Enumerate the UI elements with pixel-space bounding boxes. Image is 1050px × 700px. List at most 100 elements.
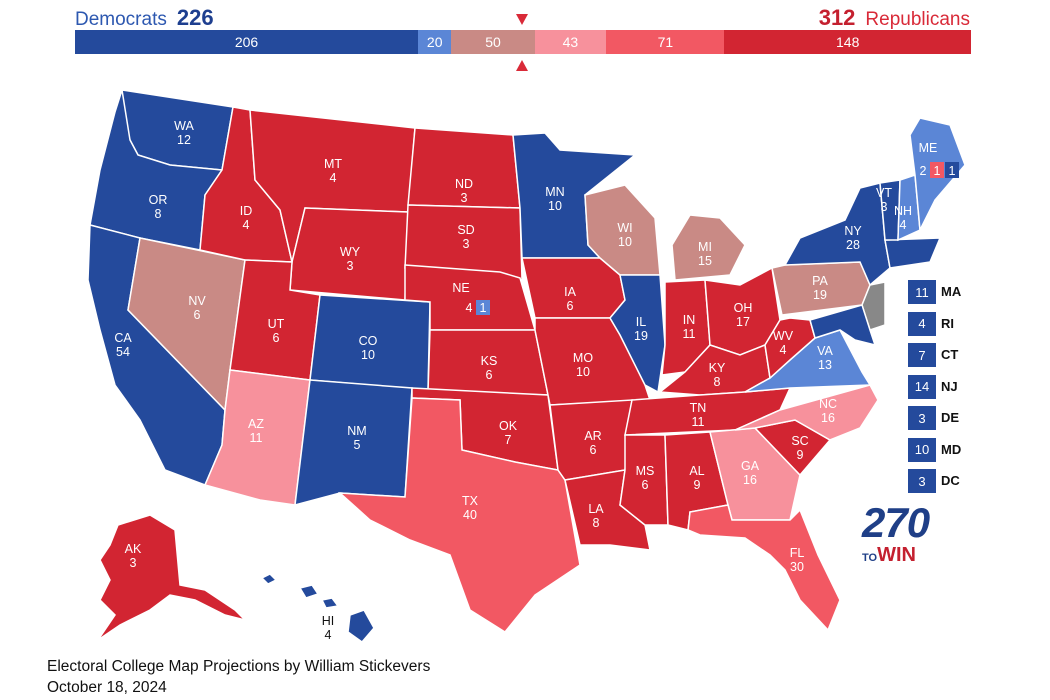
- state-fl[interactable]: [687, 504, 841, 632]
- state-wy[interactable]: [289, 207, 409, 301]
- state-ev-az: 11: [250, 431, 263, 445]
- democrats-total: Democrats 226: [75, 5, 214, 31]
- state-label-ks: KS: [481, 354, 498, 368]
- legend-ev-nj: 14: [908, 374, 936, 399]
- state-ev-al: 9: [694, 478, 701, 492]
- state-label-ak: AK: [125, 542, 142, 556]
- republicans-total: 312 Republicans: [819, 5, 970, 31]
- legend-abbr-nj: NJ: [941, 378, 958, 394]
- state-ev-sd: 3: [463, 237, 470, 251]
- ev-bar-segment-1: 20: [418, 30, 452, 54]
- state-label-ky: KY: [709, 361, 726, 375]
- state-ak[interactable]: [97, 514, 248, 641]
- legend-ev-ct: 7: [908, 343, 936, 367]
- state-tx[interactable]: [337, 397, 581, 633]
- state-label-al: AL: [689, 464, 704, 478]
- legend-abbr-ma: MA: [941, 284, 962, 299]
- state-ev-id: 4: [243, 218, 250, 232]
- republicans-ev-count: 312: [818, 5, 856, 30]
- state-nj[interactable]: [861, 281, 886, 331]
- state-label-fl: FL: [790, 546, 805, 560]
- state-label-mn: MN: [545, 185, 564, 199]
- state-ev-oh: 17: [736, 315, 750, 329]
- state-ev-ks: 6: [486, 368, 493, 382]
- state-md-de[interactable]: [809, 304, 877, 347]
- state-ev-fl: 30: [790, 560, 804, 574]
- legend-row-ct[interactable]: 7 CT: [908, 343, 968, 367]
- me-district-1-box: [930, 162, 944, 178]
- state-label-nc: NC: [819, 397, 837, 411]
- state-ev-in: 11: [683, 327, 696, 341]
- state-ev-me: 2: [920, 164, 927, 178]
- state-label-nv: NV: [188, 294, 206, 308]
- state-label-wv: WV: [773, 329, 794, 343]
- republicans-label: Republicans: [865, 9, 970, 30]
- state-ev-wi: 10: [618, 235, 632, 249]
- state-ev-ms: 6: [642, 478, 649, 492]
- state-label-ny: NY: [844, 224, 862, 238]
- state-nc[interactable]: [734, 384, 879, 441]
- state-label-ca: CA: [114, 331, 132, 345]
- legend-row-dc[interactable]: 3 DC: [908, 469, 968, 493]
- credit-line-1: Electoral College Map Projections by Wil…: [47, 658, 431, 675]
- state-label-vt: VT: [876, 186, 892, 200]
- state-ev-ok: 7: [505, 433, 512, 447]
- state-ev-ak: 3: [130, 556, 137, 570]
- legend-ev-de: 3: [908, 406, 936, 430]
- state-ev-mt: 4: [330, 171, 337, 185]
- state-label-va: VA: [817, 344, 833, 358]
- state-new-england-south[interactable]: [884, 237, 942, 269]
- legend-row-de[interactable]: 3 DE: [908, 406, 968, 430]
- logo-number: 270: [862, 499, 930, 546]
- state-ev-il: 19: [634, 329, 648, 343]
- legend-ev-ri: 4: [908, 311, 936, 336]
- state-label-me: ME: [919, 141, 938, 155]
- legend-abbr-ct: CT: [941, 347, 959, 362]
- state-label-hi: HI: [322, 614, 335, 628]
- credit: Electoral College Map Projections by Wil…: [47, 656, 430, 698]
- state-ev-nm: 5: [354, 438, 361, 452]
- legend-ev-md: 10: [908, 437, 936, 462]
- state-label-id: ID: [240, 204, 253, 218]
- legend-abbr-dc: DC: [941, 473, 960, 488]
- state-label-sd: SD: [457, 223, 474, 237]
- state-sd[interactable]: [404, 204, 523, 281]
- state-label-il: IL: [636, 315, 646, 329]
- 270towin-logo: 270 TOWIN: [862, 499, 930, 569]
- state-label-or: OR: [149, 193, 168, 207]
- state-hi[interactable]: [260, 573, 375, 644]
- ev-bar-segment-2: 50: [451, 30, 535, 54]
- state-mi[interactable]: [671, 214, 746, 281]
- legend-abbr-de: DE: [941, 410, 960, 425]
- state-ev-mo: 10: [576, 365, 590, 379]
- midpoint-marker-bottom: [516, 60, 528, 71]
- state-label-sc: SC: [791, 434, 808, 448]
- legend-row-md[interactable]: 10 MD: [908, 437, 968, 462]
- state-ev-ga: 16: [743, 473, 757, 487]
- ev-bar-segment-3: 43: [534, 30, 607, 54]
- state-label-nh: NH: [894, 204, 912, 218]
- me-district-2-ev: 1: [949, 164, 956, 178]
- state-ev-mi: 15: [698, 254, 712, 268]
- logo-win: WIN: [877, 544, 916, 566]
- state-label-in: IN: [683, 313, 696, 327]
- state-ev-co: 10: [361, 348, 375, 362]
- state-ev-wv: 4: [780, 343, 787, 357]
- state-label-ms: MS: [636, 464, 655, 478]
- state-ev-tx: 40: [463, 508, 477, 522]
- state-il[interactable]: [609, 274, 666, 394]
- state-ev-ia: 6: [567, 299, 574, 313]
- state-label-ut: UT: [268, 317, 285, 331]
- ev-bar-segment-5: 148: [724, 30, 971, 54]
- legend-row-ri[interactable]: 4 RI: [908, 311, 968, 336]
- state-label-wa: WA: [174, 119, 194, 133]
- legend-row-nj[interactable]: 14 NJ: [908, 374, 968, 399]
- state-label-ar: AR: [584, 429, 601, 443]
- legend-row-ma[interactable]: 11 MA: [908, 280, 968, 304]
- state-label-co: CO: [359, 334, 378, 348]
- state-ev-wa: 12: [177, 133, 191, 147]
- state-label-ga: GA: [741, 459, 760, 473]
- ev-tally-bar: 206 20 50 43 71 148: [75, 30, 971, 54]
- legend-ev-ma: 11: [908, 280, 936, 304]
